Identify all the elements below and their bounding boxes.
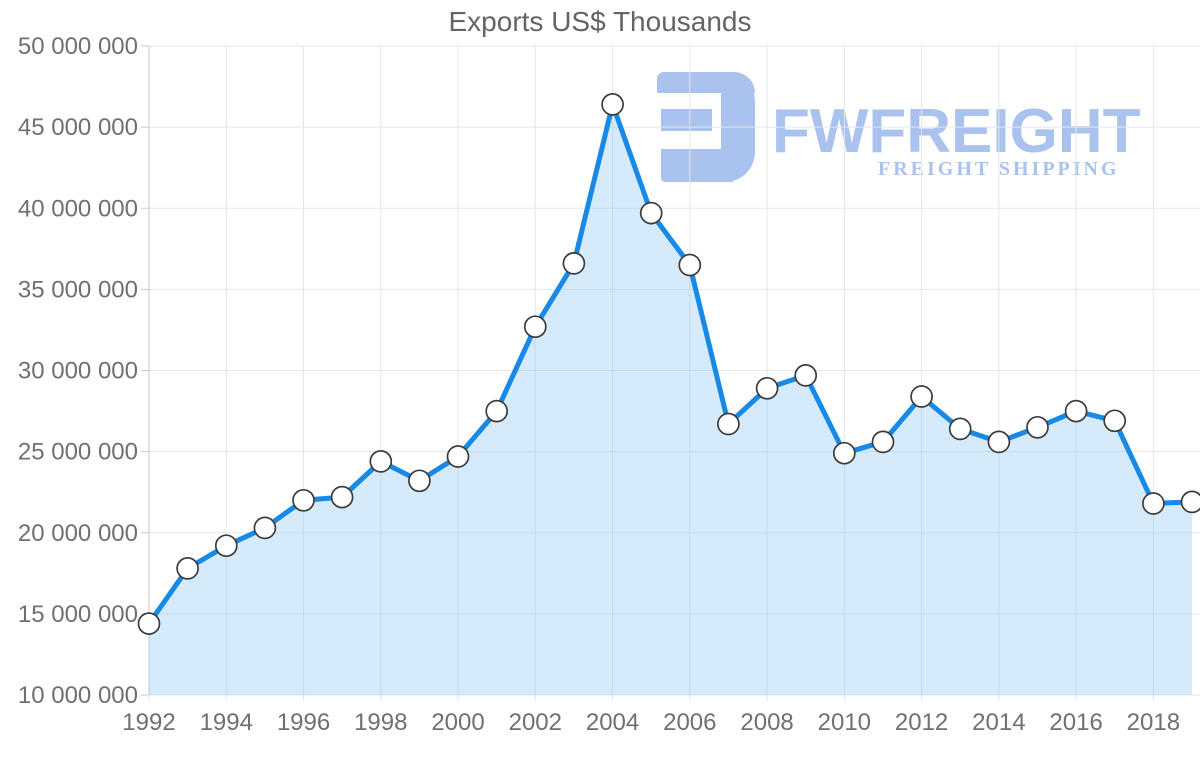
y-axis-label: 30 000 000 [18,358,138,385]
logo-icon-shape [661,109,712,131]
logo-icon-shape [661,149,733,182]
data-point-1999[interactable] [408,469,431,493]
data-point-1992[interactable] [137,612,161,635]
data-point-1997[interactable] [330,485,354,509]
series-line [146,101,1195,627]
x-axis-label: 1998 [354,709,407,736]
data-point-1993[interactable] [176,557,199,580]
data-point-2001[interactable] [485,399,509,423]
data-point-2011[interactable] [871,430,895,454]
data-point-2012[interactable] [910,385,933,408]
data-point-2016[interactable] [1064,399,1088,423]
x-axis-label: 2016 [1049,709,1102,736]
x-axis-label: 2008 [740,709,793,736]
y-axis-label: 45 000 000 [18,114,138,141]
data-point-2019[interactable] [1180,490,1200,514]
x-axis-label: 2000 [431,709,484,736]
data-point-2013[interactable] [948,417,972,441]
x-axis-label: 2018 [1127,709,1180,736]
x-axis-label: 2012 [895,709,948,736]
data-point-2015[interactable] [1026,415,1049,439]
x-axis-label: 1992 [122,709,175,736]
data-point-2003[interactable] [562,252,586,275]
data-point-2014[interactable] [987,430,1011,454]
data-point-2004[interactable] [601,93,624,116]
data-point-2005[interactable] [639,201,663,225]
y-axis-label: 25 000 000 [18,439,138,466]
data-point-2007[interactable] [717,412,740,436]
x-axis-label: 2010 [818,709,871,736]
series-area-fill [149,104,1192,695]
data-point-2018[interactable] [1142,492,1165,515]
data-point-1996[interactable] [292,488,315,512]
y-axis-label: 50 000 000 [18,33,138,60]
data-point-1998[interactable] [369,450,393,473]
data-point-2006[interactable] [678,253,702,277]
x-axis-label: 1996 [277,709,330,736]
y-axis-label: 35 000 000 [18,276,138,303]
data-point-2010[interactable] [832,441,856,465]
chart-title: Exports US$ Thousands [448,6,752,37]
data-point-2000[interactable] [446,445,470,468]
x-axis-label: 2002 [509,709,562,736]
data-point-2009[interactable] [794,364,818,387]
logo-tagline-text: FREIGHT SHIPPING [878,158,1120,180]
y-axis-label: 40 000 000 [18,195,138,222]
watermark-logo: FWFREIGHT FREIGHT SHIPPING [645,72,1200,192]
y-axis-label: 10 000 000 [18,682,138,709]
data-point-1995[interactable] [253,516,277,540]
y-axis-label: 15 000 000 [18,601,138,628]
x-axis-label: 1994 [200,709,253,736]
x-axis-label: 2006 [663,709,716,736]
data-point-2008[interactable] [755,376,779,400]
y-axis-label: 20 000 000 [18,520,138,547]
logo-brand-text: FWFREIGHT [772,97,1141,166]
x-axis-label: 2004 [586,709,639,736]
data-point-1994[interactable] [214,534,238,558]
data-point-2017[interactable] [1103,409,1127,433]
x-axis-label: 2014 [972,709,1025,736]
data-point-2002[interactable] [523,315,547,339]
